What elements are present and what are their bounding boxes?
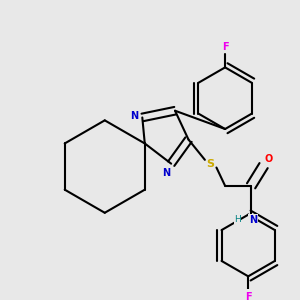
Text: F: F — [245, 292, 251, 300]
Text: N: N — [130, 110, 139, 121]
Text: H: H — [234, 215, 241, 224]
Text: N: N — [249, 214, 257, 224]
Text: O: O — [264, 154, 272, 164]
Text: F: F — [222, 42, 228, 52]
Text: N: N — [162, 168, 170, 178]
Text: S: S — [207, 159, 215, 169]
